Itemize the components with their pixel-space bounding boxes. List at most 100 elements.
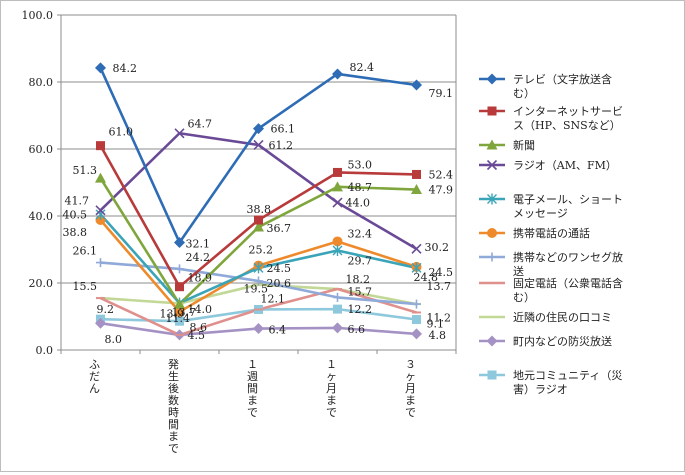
x-category-char: ３ [405, 358, 416, 371]
x-category-char: ま [168, 430, 179, 443]
data-point [95, 62, 106, 74]
data-label: 8.6 [190, 321, 208, 334]
x-category-char: 後 [168, 381, 179, 395]
data-point [95, 317, 106, 329]
data-label: 84.2 [113, 62, 138, 75]
x-category-char: で [405, 406, 416, 419]
data-label: 6.4 [269, 324, 287, 337]
data-point [332, 322, 343, 334]
data-point [253, 323, 264, 335]
data-label: 13.7 [172, 306, 197, 319]
data-label: 61.2 [269, 139, 294, 152]
x-category-char: 数 [168, 394, 179, 407]
data-label: 53.0 [348, 158, 373, 171]
data-point [253, 139, 264, 151]
y-tick-label: 0.0 [36, 344, 54, 357]
data-label: 20.6 [267, 277, 292, 290]
data-point [411, 262, 422, 274]
legend-label-line: む） [513, 87, 535, 100]
legend-label-line: メッセージ [513, 207, 568, 220]
data-point [412, 315, 421, 325]
data-label: 40.5 [63, 208, 88, 221]
x-category-char: 週 [247, 370, 258, 383]
legend-label-line: 害）ラジオ [513, 382, 568, 396]
data-label: 24.5 [267, 262, 292, 275]
legend-label: ラジオ（AM、FM） [513, 159, 617, 172]
legend-swatch-marker [487, 106, 497, 116]
y-tick-label: 100.0 [22, 9, 54, 22]
data-label: 15.7 [348, 285, 373, 298]
data-label: 24.8 [414, 271, 439, 284]
data-label: 13.9 [160, 307, 185, 320]
x-category-label: １ヶ月まで [326, 358, 337, 419]
legend-label-line: 携帯などのワンセグ放 [513, 250, 623, 264]
data-point [175, 316, 184, 326]
legend-label: 携帯電話の通話 [513, 226, 590, 240]
data-label: 12.2 [348, 303, 373, 316]
data-label: 48.7 [348, 181, 373, 194]
legend-label-line: 固定電話（公衆電話含 [513, 276, 623, 290]
data-point [96, 258, 105, 268]
data-point [333, 167, 342, 177]
legend-label-line: 町内などの防災放送 [513, 334, 612, 348]
data-point [175, 264, 184, 274]
data-point [332, 245, 343, 257]
data-label: 6.6 [348, 323, 366, 336]
x-category-char: １ [247, 358, 258, 371]
data-point [412, 169, 421, 179]
x-category-label: １週間まで [247, 358, 258, 419]
legend-label-line: 携帯電話の通話 [513, 226, 590, 240]
data-label: 14.0 [188, 303, 213, 316]
data-label: 61.0 [109, 126, 134, 139]
y-tick-label: 60.0 [29, 143, 54, 156]
x-category-char: で [247, 406, 258, 419]
data-label: 9.1 [427, 318, 445, 331]
data-label: 11.2 [427, 311, 452, 324]
data-point [96, 141, 105, 151]
data-label: 47.9 [429, 184, 454, 197]
data-point [332, 181, 343, 192]
legend-label-line: ラジオ（AM、FM） [513, 159, 617, 172]
x-category-char: だ [89, 370, 100, 383]
legend-label-line: 新聞 [513, 138, 535, 152]
legend-label-line: 地元コミュニティ（災 [513, 369, 622, 382]
data-point [95, 172, 106, 183]
data-label: 18.9 [188, 272, 213, 285]
x-category-char: 生 [168, 369, 179, 383]
data-point [254, 276, 263, 286]
data-label: 30.2 [425, 241, 450, 254]
legend-label-line: テレビ（文字放送含 [513, 72, 612, 86]
data-label: 12.1 [261, 292, 286, 305]
data-label: 4.8 [429, 329, 447, 342]
data-point [412, 299, 421, 309]
data-label: 24.2 [186, 251, 211, 264]
legend-label-line: む） [513, 291, 535, 304]
legend-label: 新聞 [513, 138, 535, 152]
legend-label-line: インターネットサービ [513, 105, 623, 118]
data-label: 32.4 [348, 227, 373, 240]
x-category-char: 時 [168, 406, 179, 419]
data-label: 41.7 [65, 194, 90, 207]
x-category-char: で [326, 406, 337, 419]
data-label: 51.3 [73, 164, 98, 177]
data-label: 44.0 [346, 197, 371, 210]
data-label: 36.7 [267, 222, 292, 235]
x-category-label: 発生後数時間まで [168, 357, 179, 455]
data-label: 52.4 [429, 168, 454, 181]
data-label: 19.5 [244, 283, 269, 296]
y-tick-label: 80.0 [29, 76, 54, 89]
x-category-char: ま [247, 394, 258, 407]
legend-swatch-marker [486, 73, 498, 85]
data-point [174, 298, 185, 309]
data-label: 82.4 [350, 61, 375, 74]
data-label: 64.7 [188, 117, 213, 130]
data-point [174, 236, 185, 248]
legend-label: 電子メール、ショートメッセージ [513, 193, 623, 220]
data-point [174, 306, 185, 317]
legend-swatch-marker [487, 370, 497, 380]
data-point [332, 236, 343, 247]
x-category-char: ん [89, 382, 100, 395]
x-category-char: 月 [405, 382, 416, 395]
legend-swatch-marker [486, 139, 498, 150]
